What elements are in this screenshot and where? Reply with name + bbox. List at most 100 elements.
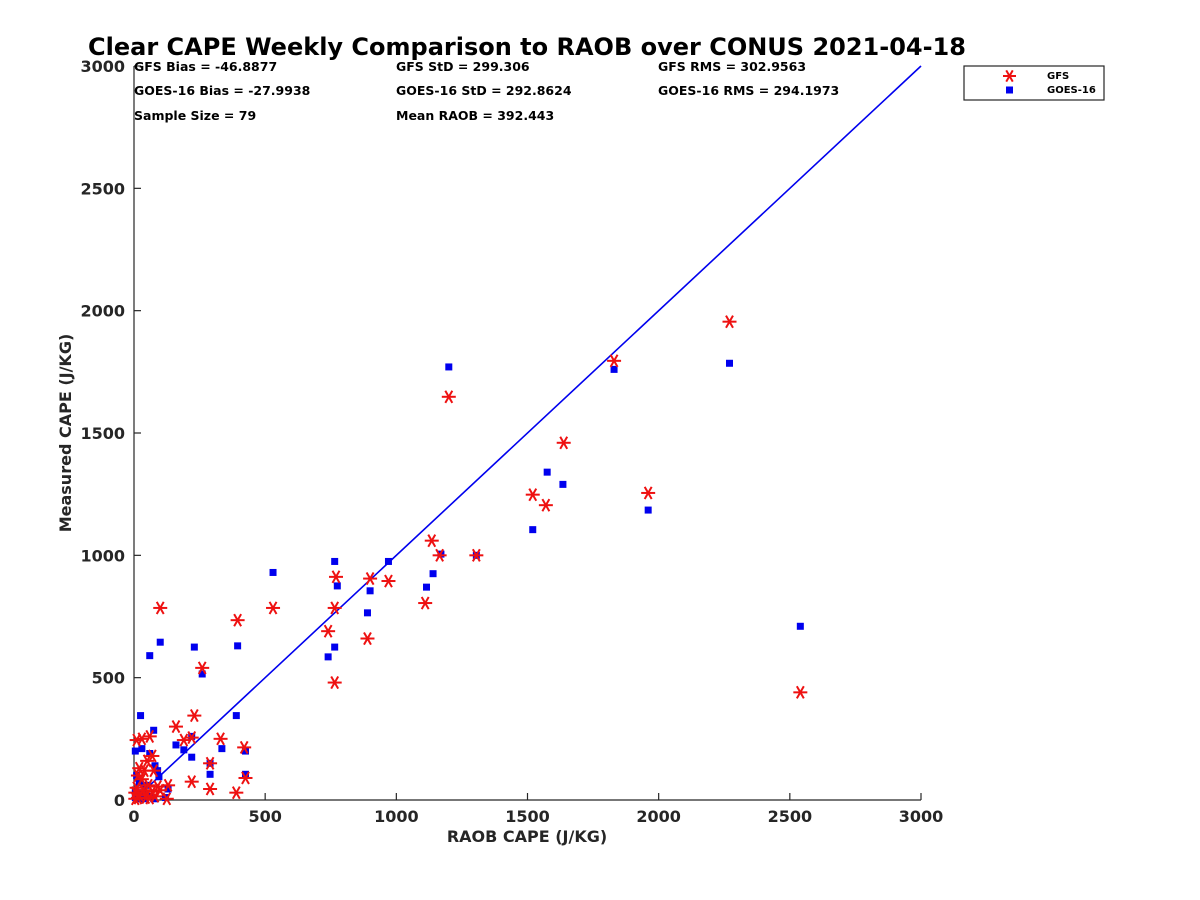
goes16-point — [529, 526, 537, 534]
goes16-point — [151, 762, 159, 770]
asterisk-stroke — [363, 631, 372, 646]
asterisk-stroke — [132, 733, 141, 747]
gfs-point — [641, 486, 656, 500]
goes16-point — [198, 670, 206, 678]
gfs-point — [441, 390, 456, 404]
asterisk-stroke — [205, 756, 215, 770]
asterisk-stroke — [795, 685, 805, 699]
asterisk-stroke — [241, 771, 250, 785]
gfs-point — [360, 631, 375, 646]
x-tick-label: 500 — [248, 807, 281, 826]
asterisk-stroke — [541, 498, 551, 512]
gfs-point — [321, 624, 336, 638]
asterisk-stroke — [231, 786, 241, 800]
asterisk-stroke — [444, 390, 454, 404]
asterisk-stroke — [435, 548, 444, 562]
gfs-point — [722, 315, 737, 329]
gfs-point — [146, 764, 161, 778]
gfs-point — [147, 789, 162, 803]
asterisk-stroke — [179, 733, 189, 747]
legend-box — [963, 65, 1105, 101]
legend-gfs-marker — [1003, 69, 1016, 83]
goes16-point — [333, 582, 341, 590]
legend-label-goes16: GOES-16 — [1047, 85, 1096, 96]
stat-text: GOES-16 StD = 292.8624 — [396, 83, 572, 98]
asterisk-stroke — [155, 783, 165, 797]
asterisk-stroke — [155, 601, 165, 615]
gfs-point — [153, 783, 168, 797]
x-tick-label: 1500 — [505, 807, 550, 826]
goes16-point — [423, 583, 431, 591]
asterisk-stroke — [331, 570, 341, 584]
goes16-point — [559, 480, 567, 488]
y-axis-label: Measured CAPE (J/KG) — [56, 334, 75, 533]
goes16-point — [331, 643, 339, 651]
asterisk-stroke — [149, 764, 159, 778]
asterisk-stroke — [197, 661, 207, 675]
gfs-point — [418, 596, 433, 610]
asterisk-stroke — [150, 789, 160, 803]
gfs-point — [142, 729, 157, 743]
gfs-point — [213, 732, 228, 746]
goes16-point — [366, 587, 374, 595]
goes16-point — [234, 642, 242, 650]
asterisk-stroke — [187, 731, 197, 745]
goes16-point — [384, 557, 392, 565]
gfs-point — [184, 775, 199, 789]
asterisk-stroke — [216, 732, 225, 746]
gfs-point — [424, 534, 439, 548]
goes16-point — [232, 712, 240, 720]
goes16-point — [137, 712, 145, 720]
gfs-point — [203, 782, 218, 796]
y-tick-label: 500 — [92, 669, 125, 688]
gfs-point — [184, 731, 199, 745]
goes16-point — [180, 746, 188, 754]
legend: GFS GOES-16 — [963, 65, 1105, 101]
gfs-point — [469, 548, 484, 562]
goes16-point — [331, 557, 339, 565]
asterisk-stroke — [187, 775, 197, 789]
y-tick-label: 3000 — [80, 57, 125, 76]
gfs-point — [266, 601, 281, 615]
gfs-point — [230, 613, 245, 627]
x-tick-label: 1000 — [374, 807, 419, 826]
y-tick-label: 0 — [114, 791, 125, 810]
asterisk-stroke — [384, 574, 393, 588]
y-tick-label: 1500 — [80, 424, 125, 443]
gfs-point — [203, 756, 218, 770]
gfs-point — [187, 709, 202, 723]
one-to-one-reference-line — [133, 65, 922, 801]
goes16-point — [138, 745, 146, 753]
gfs-point — [327, 675, 342, 690]
y-tick-label: 2500 — [80, 179, 125, 198]
goes16-point — [429, 570, 437, 578]
asterisk-stroke — [145, 729, 155, 743]
x-tick-label: 2500 — [768, 807, 813, 826]
gfs-point — [176, 733, 191, 747]
goes16-point — [644, 506, 652, 514]
asterisk-stroke — [239, 740, 249, 754]
gfs-point — [525, 488, 540, 502]
asterisk-stroke — [323, 624, 333, 638]
goes16-point — [146, 652, 154, 660]
goes16-point — [324, 653, 332, 661]
goes16-point — [269, 568, 277, 576]
goes16-point — [156, 638, 164, 646]
asterisk-stroke — [643, 486, 653, 500]
goes16-point — [164, 785, 172, 793]
gfs-point — [229, 786, 244, 800]
stat-text: GFS Bias = -46.8877 — [134, 59, 277, 74]
goes16-point — [241, 770, 249, 778]
goes16-point — [543, 468, 551, 476]
stat-text: GOES-16 RMS = 294.1973 — [658, 83, 839, 98]
gfs-point — [159, 792, 174, 806]
gfs-point — [607, 354, 622, 368]
gfs-point — [793, 685, 808, 699]
gfs-point — [381, 574, 396, 588]
gfs-point — [134, 732, 149, 746]
gfs-point — [237, 740, 252, 754]
gfs-point — [238, 771, 253, 785]
goes16-point — [218, 745, 226, 753]
goes16-point — [131, 747, 139, 755]
gfs-point — [168, 720, 183, 734]
